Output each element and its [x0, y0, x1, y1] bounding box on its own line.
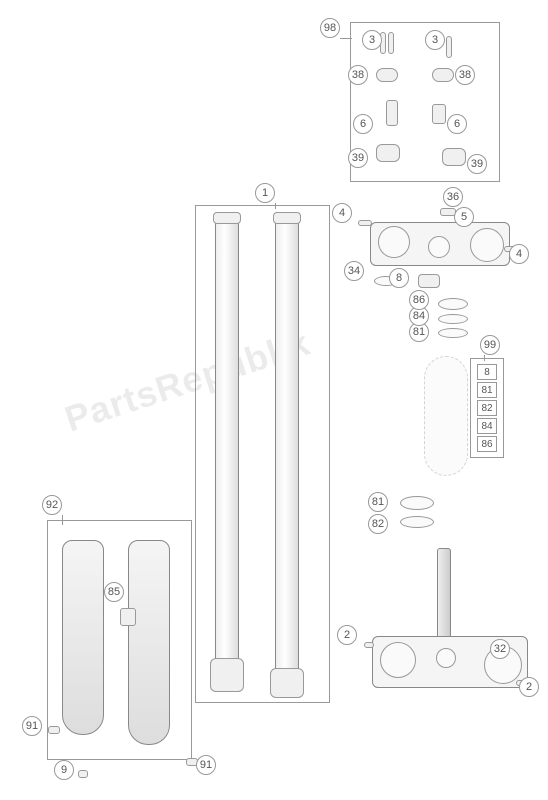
callout-5: 5 [454, 207, 474, 227]
clamp-hole [470, 228, 504, 262]
bearing [438, 298, 468, 310]
guard-clip [120, 608, 136, 626]
fork-cap [273, 212, 301, 224]
callout-32: 32 [490, 639, 510, 659]
fork-cap [213, 212, 241, 224]
callout-2: 2 [337, 625, 357, 645]
part-sleeve [386, 100, 398, 126]
bolt [364, 642, 374, 648]
callout-4: 4 [509, 244, 529, 264]
fork-foot [270, 668, 304, 698]
part-clamp [376, 68, 398, 82]
stack-box-99: 8 81 82 84 86 [470, 358, 504, 458]
callout-39: 39 [348, 148, 368, 168]
callout-6: 6 [447, 114, 467, 134]
part-clamp [432, 68, 454, 82]
leader [340, 38, 352, 39]
leader [62, 515, 63, 525]
part-sleeve [432, 104, 446, 124]
callout-9: 9 [54, 760, 74, 780]
callout-8: 8 [389, 268, 409, 288]
bolt [48, 726, 60, 734]
leader [484, 355, 485, 361]
callout-98: 98 [320, 18, 340, 38]
clamp-hole-center [428, 236, 450, 258]
fork-guard-right [128, 540, 170, 745]
callout-92: 92 [42, 495, 62, 515]
steering-stem [437, 548, 451, 638]
part-bolt [446, 36, 452, 58]
lower-seal [400, 516, 434, 528]
callout-85: 85 [104, 582, 124, 602]
callout-1: 1 [255, 183, 275, 203]
stack-cell: 82 [477, 400, 497, 416]
part-clamp-lower [376, 144, 400, 162]
callout-34: 34 [344, 261, 364, 281]
stack-cell: 8 [477, 364, 497, 380]
bolt [78, 770, 88, 778]
callout-38: 38 [348, 65, 368, 85]
fork-guard-left [62, 540, 104, 735]
fork-foot [210, 658, 244, 692]
callout-4: 4 [332, 203, 352, 223]
race [438, 314, 468, 324]
leader [275, 203, 276, 209]
callout-6: 6 [353, 114, 373, 134]
lower-clamp-hole [380, 642, 416, 678]
callout-99: 99 [480, 335, 500, 355]
part-clamp-lower [442, 148, 466, 166]
lower-bearing [400, 496, 434, 510]
callout-36: 36 [443, 187, 463, 207]
callout-3: 3 [362, 30, 382, 50]
callout-91: 91 [196, 755, 216, 775]
callout-2: 2 [519, 677, 539, 697]
fork-tube-left [215, 218, 239, 663]
clamp-hole [378, 226, 410, 258]
stack-cell: 81 [477, 382, 497, 398]
callout-38: 38 [455, 65, 475, 85]
seal [438, 328, 468, 338]
lower-clamp-center [436, 648, 456, 668]
fork-tube-right [275, 218, 299, 673]
callout-39: 39 [467, 154, 487, 174]
stack-cell: 84 [477, 418, 497, 434]
stack-cell: 86 [477, 436, 497, 452]
callout-82: 82 [368, 514, 388, 534]
part-bolt [388, 32, 394, 54]
callout-81: 81 [368, 492, 388, 512]
callout-3: 3 [425, 30, 445, 50]
nut [418, 274, 440, 288]
callout-91: 91 [22, 716, 42, 736]
bolt [358, 220, 372, 226]
callout-86: 86 [409, 290, 429, 310]
stem-tube-ghost [424, 356, 468, 476]
